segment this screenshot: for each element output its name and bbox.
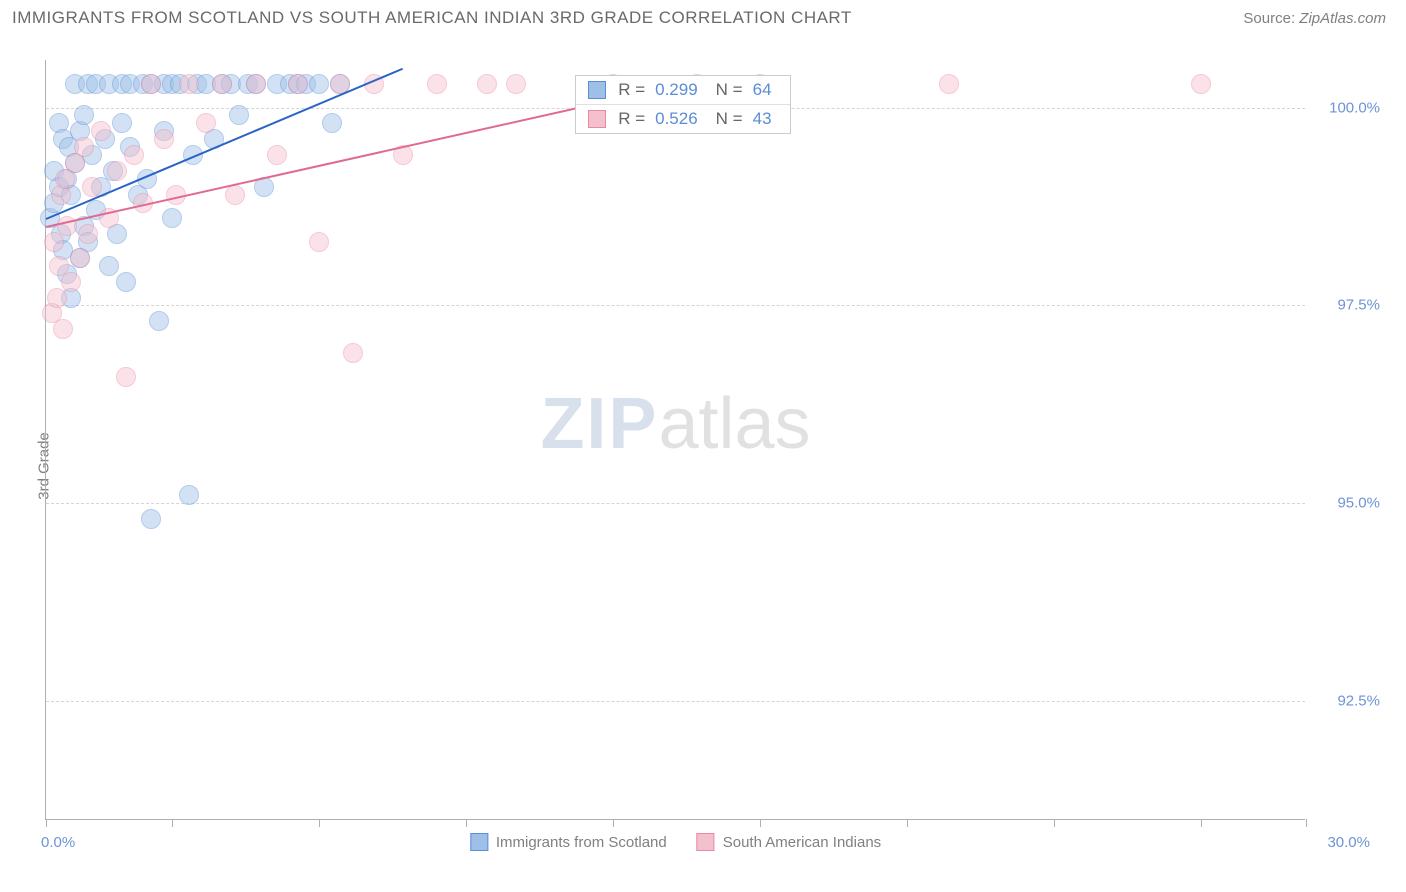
stat-n-value: 43 (753, 109, 772, 129)
scatter-point (141, 509, 161, 529)
scatter-point (141, 74, 161, 94)
scatter-point (70, 248, 90, 268)
legend-label: Immigrants from Scotland (496, 834, 667, 851)
x-tick-label: 0.0% (41, 834, 75, 851)
scatter-point (477, 74, 497, 94)
stat-r-value: 0.526 (655, 109, 698, 129)
scatter-point (288, 74, 308, 94)
scatter-point (82, 177, 102, 197)
gridline-h (46, 305, 1305, 306)
stat-n-value: 64 (753, 80, 772, 100)
x-tick (1306, 819, 1307, 827)
chart-container: 3rd Grade ZIPatlas 92.5%95.0%97.5%100.0%… (0, 40, 1406, 892)
x-tick (46, 819, 47, 827)
y-tick-label: 95.0% (1315, 495, 1380, 512)
watermark-atlas: atlas (658, 384, 810, 464)
y-tick-label: 92.5% (1315, 693, 1380, 710)
scatter-point (74, 137, 94, 157)
stats-row: R = 0.299 N = 64 (576, 76, 789, 105)
scatter-point (116, 272, 136, 292)
y-tick-label: 100.0% (1315, 99, 1380, 116)
scatter-point (154, 129, 174, 149)
scatter-point (107, 161, 127, 181)
source-label: Source: (1243, 10, 1295, 27)
scatter-point (939, 74, 959, 94)
stat-r-label: R = (618, 109, 645, 129)
scatter-point (112, 113, 132, 133)
scatter-point (91, 121, 111, 141)
x-tick (172, 819, 173, 827)
legend-swatch (470, 833, 488, 851)
x-tick-label: 30.0% (1327, 834, 1370, 851)
scatter-point (225, 185, 245, 205)
stat-r-value: 0.299 (655, 80, 698, 100)
scatter-point (212, 74, 232, 94)
scatter-point (179, 485, 199, 505)
gridline-h (46, 503, 1305, 504)
scatter-point (506, 74, 526, 94)
scatter-point (427, 74, 447, 94)
scatter-point (267, 145, 287, 165)
scatter-point (116, 367, 136, 387)
x-tick (907, 819, 908, 827)
stat-r-label: R = (618, 80, 645, 100)
stat-n-label: N = (716, 109, 743, 129)
x-tick (466, 819, 467, 827)
watermark-zip: ZIP (540, 384, 658, 464)
x-tick (319, 819, 320, 827)
x-tick (760, 819, 761, 827)
scatter-point (229, 105, 249, 125)
y-tick-label: 97.5% (1315, 297, 1380, 314)
scatter-point (309, 232, 329, 252)
source-attribution: Source: ZipAtlas.com (1243, 10, 1386, 27)
watermark: ZIPatlas (540, 383, 810, 465)
chart-title: IMMIGRANTS FROM SCOTLAND VS SOUTH AMERIC… (12, 8, 852, 28)
scatter-point (74, 105, 94, 125)
legend-item: South American Indians (697, 833, 881, 851)
scatter-point (246, 74, 266, 94)
scatter-point (47, 288, 67, 308)
plot-area: ZIPatlas 92.5%95.0%97.5%100.0%0.0%30.0%R… (45, 60, 1305, 820)
x-tick (1054, 819, 1055, 827)
scatter-point (179, 74, 199, 94)
stats-row: R = 0.526 N = 43 (576, 105, 789, 133)
chart-header: IMMIGRANTS FROM SCOTLAND VS SOUTH AMERIC… (0, 0, 1406, 38)
scatter-point (53, 319, 73, 339)
x-tick (613, 819, 614, 827)
legend-label: South American Indians (723, 834, 881, 851)
series-swatch (588, 110, 606, 128)
scatter-point (1191, 74, 1211, 94)
scatter-point (78, 224, 98, 244)
scatter-point (322, 113, 342, 133)
scatter-point (99, 256, 119, 276)
series-swatch (588, 81, 606, 99)
scatter-point (196, 113, 216, 133)
source-value: ZipAtlas.com (1299, 10, 1386, 27)
bottom-legend: Immigrants from Scotland South American I… (470, 833, 881, 851)
scatter-point (162, 208, 182, 228)
scatter-point (149, 311, 169, 331)
scatter-point (61, 272, 81, 292)
x-tick (1201, 819, 1202, 827)
gridline-h (46, 701, 1305, 702)
legend-swatch (697, 833, 715, 851)
scatter-point (124, 145, 144, 165)
legend-item: Immigrants from Scotland (470, 833, 667, 851)
stats-legend-box: R = 0.299 N = 64 R = 0.526 N = 43 (575, 75, 790, 134)
scatter-point (309, 74, 329, 94)
scatter-point (343, 343, 363, 363)
stat-n-label: N = (716, 80, 743, 100)
